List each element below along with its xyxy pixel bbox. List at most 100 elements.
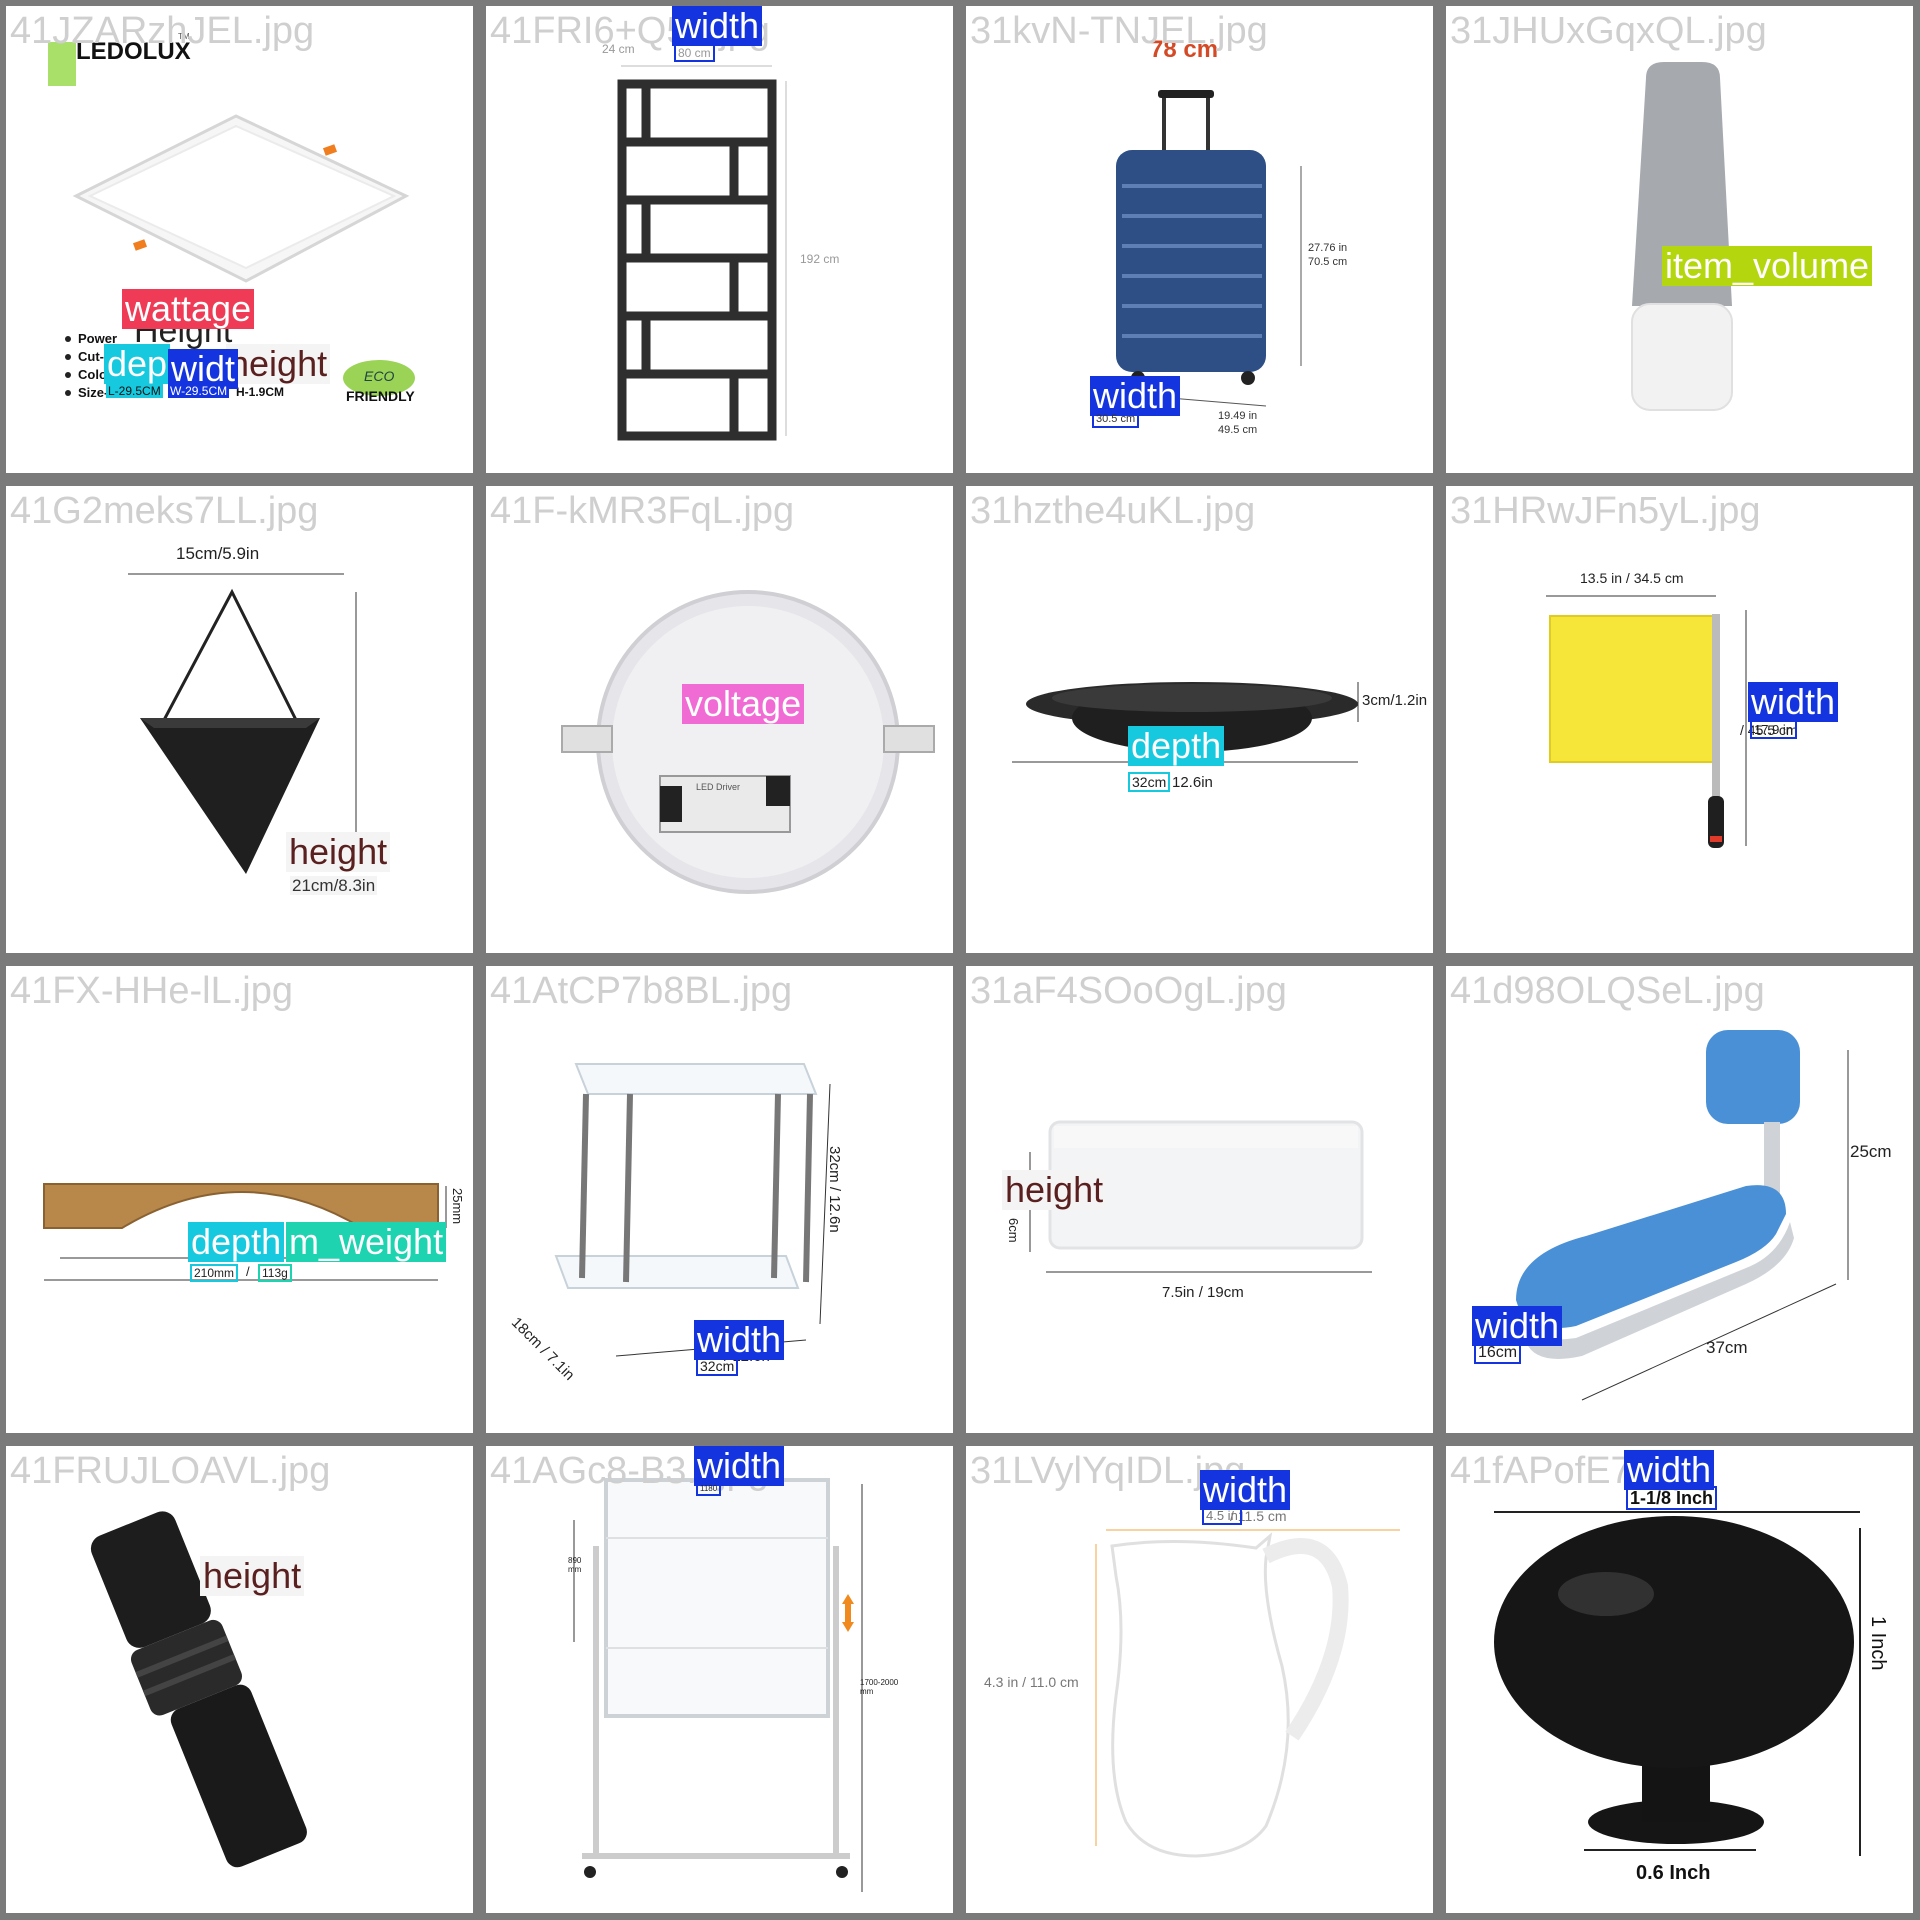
rest-dim-text: / 45.5 cm (1740, 722, 1798, 738)
side-dim-text: 25mm (450, 1188, 465, 1225)
filename-label: 41F-kMR3FqL.jpg (490, 490, 795, 532)
grid-cell[interactable]: 25cm 37cm 41d98OLQSeL.jpg width 16cm (1446, 966, 1913, 1433)
width-value: 1-1/8 Inch (1626, 1486, 1718, 1510)
side-dim-text: 192 cm (800, 252, 840, 266)
width-label: width (1472, 1306, 1563, 1346)
width-label: width (1624, 1450, 1715, 1490)
filename-label: 31HRwJFn5yL.jpg (1450, 490, 1761, 532)
rest-dim-text: 12.6in (1172, 774, 1213, 791)
rest-dim-text: / 11.5 cm (1230, 1508, 1287, 1524)
grid-cell[interactable]: 13.5 in / 34.5 cm / 45.5 cm 31HRwJFn5yL.… (1446, 486, 1913, 953)
pitcher-image (1095, 1529, 1400, 1858)
grid-cell[interactable]: 32cm / 12.6n 18cm / 7.1in / 12.6n 41AtCP… (486, 966, 953, 1433)
right-dim-text: 1700-2000 mm (860, 1678, 899, 1696)
side-dim-text: 4.3 in / 11.0 cm (984, 1674, 1079, 1690)
filename-label: 41FRUJLOAVL.jpg (10, 1450, 331, 1492)
cabinet-knob-image (1494, 1511, 1861, 1856)
depth-value: 210mm (190, 1264, 239, 1282)
top-dim-text: 24 cm (602, 42, 635, 56)
filename-label: 41AtCP7b8BL.jpg (490, 970, 793, 1012)
height-in-text: 27.76 in (1308, 242, 1348, 254)
side-dim-text: 32cm / 12.6n (826, 1146, 843, 1233)
wood-handle-image (43, 1183, 447, 1281)
width-value: 32cm (696, 1356, 739, 1376)
filename-label: 31kvN-TNJEL.jpg (970, 10, 1268, 52)
grid-cell[interactable]: 15cm/5.9in 41G2meks7LL.jpg height 21cm/8… (6, 486, 473, 953)
grid-cell[interactable]: LEDOLUX TM Height Power Cut- Colo Size- … (6, 6, 473, 473)
grid-cell[interactable]: 4.3 in / 11.0 cm / 11.5 cm 31LVylYqIDL.j… (966, 1446, 1433, 1913)
grid-cell[interactable]: LED Driver 41F-kMR3FqL.jpg voltage (486, 486, 953, 953)
width-in-text: 19.49 in (1218, 410, 1258, 422)
driver-text: LED Driver (696, 782, 741, 792)
ceiling-panel-light-image (48, 42, 415, 396)
width-value: 17.9 in (1750, 720, 1798, 739)
monocular-image (90, 1511, 307, 1868)
width-value: 30.5 cm (1092, 411, 1140, 428)
filename-label: 31aF4SOoOgL.jpg (970, 970, 1287, 1012)
item-weight-value: 113g (258, 1264, 292, 1282)
side-dim-text: 1 Inch (1867, 1616, 1889, 1671)
bottom-dim-text: 37cm (1706, 1338, 1748, 1357)
brand-text: LEDOLUX (76, 38, 191, 65)
trademark-text: TM (178, 32, 190, 41)
suitcase-image (1116, 90, 1302, 407)
width-label: width (672, 6, 763, 46)
filename-label: 31LVylYqIDL.jpg (970, 1450, 1246, 1492)
grid-cell[interactable]: 78 cm 27.76 in 70.5 cm 19.49 in 49.5 cm … (966, 6, 1433, 473)
filename-label: 31JHUxGqxQL.jpg (1450, 10, 1767, 52)
grid-cell[interactable]: 1 Inch 0.6 Inch 41fAPofE7...jpg width 1-… (1446, 1446, 1913, 1913)
top-dim-text: 15cm/5.9in (176, 544, 260, 563)
width-value: 80 cm (674, 44, 715, 62)
bullet-color: Colo (78, 367, 107, 382)
filename-label: 31hzthe4uKL.jpg (970, 490, 1256, 532)
width-label: widt (168, 349, 239, 389)
width-cm-text: 49.5 cm (1218, 424, 1258, 436)
bookshelf-image (617, 65, 787, 441)
filename-label: 41G2meks7LL.jpg (10, 490, 319, 532)
bullet-cut: Cut- (78, 349, 104, 364)
height-label: height (286, 832, 391, 872)
grid-cell[interactable]: 31JHUxGqxQL.jpg item_volume (1446, 6, 1913, 473)
grill-pan-image (1012, 682, 1359, 763)
voltage-label: voltage (682, 684, 805, 724)
width-label: width (1090, 376, 1181, 416)
height-label: height (200, 1556, 305, 1596)
round-panel-light-image (561, 590, 935, 894)
width-value: 1180 (696, 1482, 722, 1496)
flag-image (1546, 595, 1747, 848)
grid-cell[interactable]: 41FRUJLOAVL.jpg height (6, 1446, 473, 1913)
side-dim-text: 6cm (1006, 1218, 1021, 1243)
width-label: width (694, 1446, 785, 1486)
separator-text: / (246, 1264, 250, 1279)
grid-cell[interactable]: 25mm / 41FX-HHe-lL.jpg m_weight depth 21… (6, 966, 473, 1433)
grid-cell[interactable]: 6cm 7.5in / 19cm 31aF4SOoOgL.jpg height (966, 966, 1433, 1433)
width-label: width (1200, 1470, 1291, 1510)
width-label: width (694, 1320, 785, 1360)
height-value-text: H-1.9CM (236, 385, 285, 399)
wattage-label: wattage (122, 289, 255, 329)
whiteboard-stand-image (573, 1478, 863, 1892)
grid-cell[interactable]: 890 mm 1700-2000 mm 41AGc8-B3...jpg widt… (486, 1446, 953, 1913)
bullet-size: Size- (78, 385, 109, 400)
left-dim-text: 890 mm (568, 1556, 582, 1574)
height-label: height (1002, 1170, 1107, 1210)
acrylic-shelf-image (554, 1063, 831, 1357)
travel-bottle-image (1631, 62, 1733, 411)
bottom-dim-text: 0.6 Inch (1636, 1862, 1711, 1884)
headline-text: 78 cm (1150, 36, 1219, 63)
grid-cell[interactable]: 3cm/1.2in 12.6in 31hzthe4uKL.jpg depth 3… (966, 486, 1433, 953)
filename-label: 41FX-HHe-lL.jpg (10, 970, 293, 1012)
width-value: W-29.5CM (168, 384, 230, 398)
filename-label: 41d98OLQSeL.jpg (1450, 970, 1765, 1012)
side-dim-text: 25cm (1850, 1142, 1892, 1161)
height-cm-text: 70.5 cm (1308, 256, 1348, 268)
eco-text: ECO (364, 368, 395, 384)
item-weight-label: m_weight (286, 1222, 447, 1262)
depth-label: dep (104, 344, 171, 384)
width-value: 4.5 in (1202, 1506, 1242, 1525)
filename-label: 41JZARzhJEL.jpg (10, 10, 315, 52)
width-label: width (1748, 682, 1839, 722)
width-value: 16cm (1474, 1342, 1522, 1364)
grid-cell[interactable]: 24 cm 192 cm 41FRI6+Q5...jpg width 80 cm (486, 6, 953, 473)
